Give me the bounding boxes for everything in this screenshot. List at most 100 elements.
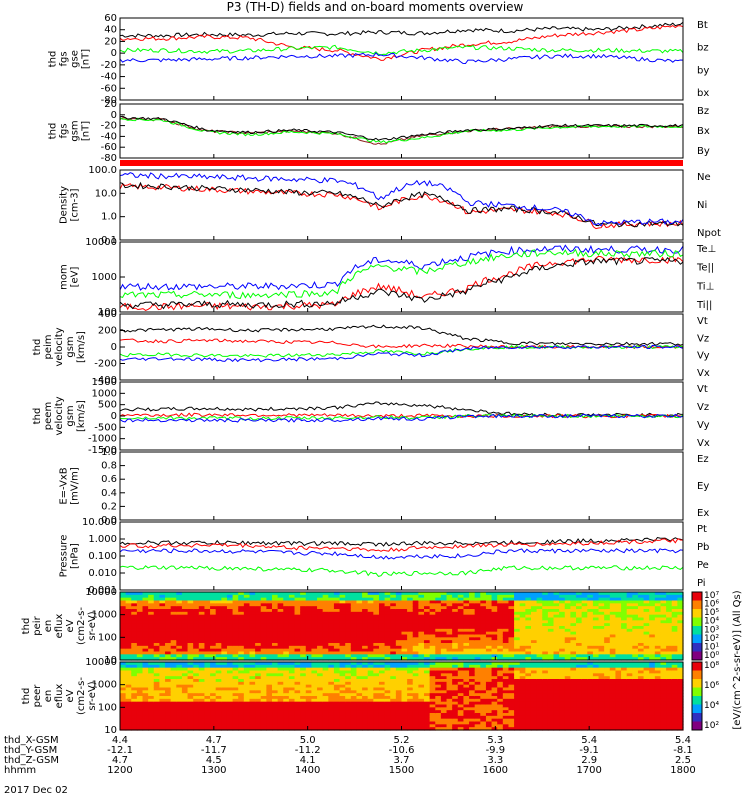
spectrogram-cell: [564, 603, 571, 607]
spectrogram-cell: [452, 600, 459, 604]
spectrogram-cell: [401, 643, 408, 647]
spectrogram-cell: [412, 634, 419, 638]
spectrogram-cell: [654, 687, 662, 691]
spectrogram-cell: [615, 707, 622, 711]
spectrogram-cell: [452, 628, 459, 633]
panel-frame: [119, 521, 684, 591]
spectrogram-cell: [153, 664, 161, 669]
spectrogram-cell: [300, 645, 307, 650]
spectrogram-cell: [176, 620, 183, 624]
spectrogram-cell: [165, 648, 172, 653]
spectrogram-cell: [333, 657, 341, 661]
spectrogram-cell: [210, 643, 217, 647]
spectrogram-cell: [609, 592, 617, 596]
spectrogram-cell: [328, 645, 335, 650]
spectrogram-cell: [587, 713, 594, 717]
spectrogram-cell: [547, 693, 555, 697]
y-tick-label: -500: [94, 422, 117, 433]
spectrogram-cell: [570, 698, 577, 703]
spectrogram-cell: [260, 620, 267, 624]
spectrogram-cell: [632, 611, 639, 616]
spectrogram-cell: [604, 696, 611, 700]
spectrogram-cell: [649, 679, 656, 683]
spectrogram-cell: [294, 648, 301, 653]
spectrogram-cell: [412, 606, 419, 610]
spectrogram-cell: [395, 707, 403, 711]
spectrogram-cell: [226, 718, 234, 723]
spectrogram-cell: [221, 724, 228, 728]
spectrogram-cell: [350, 673, 358, 677]
spectrogram-cell: [181, 693, 189, 697]
spectrogram-cell: [395, 640, 403, 644]
spectrogram-cell: [626, 727, 633, 731]
y-axis-label: thd: [21, 688, 32, 705]
spectrogram-cell: [457, 701, 465, 706]
spectrogram-cell: [120, 645, 127, 650]
spectrogram-cell: [604, 623, 611, 627]
spectrogram-cell: [136, 648, 144, 653]
spectrogram-cell: [609, 620, 617, 624]
spectrogram-cell: [604, 707, 611, 711]
spectrogram-cell: [356, 657, 363, 661]
spectrogram-cell: [609, 614, 617, 619]
spectrogram-cell: [570, 707, 577, 711]
spectrogram-cell: [576, 664, 583, 669]
spectrogram-cell: [226, 628, 234, 633]
spectrogram-cell: [125, 640, 132, 644]
spectrogram-cell: [378, 654, 386, 658]
spectrogram-cell: [632, 648, 639, 653]
spectrogram-cell: [131, 715, 138, 720]
spectrogram-cell: [643, 724, 650, 728]
spectrogram-cell: [395, 718, 403, 723]
spectrogram-cell: [643, 713, 650, 717]
spectrogram-cell: [587, 667, 594, 672]
spectrogram-cell: [333, 667, 341, 672]
spectrogram-cell: [232, 648, 239, 653]
spectrogram-cell: [339, 707, 346, 711]
spectrogram-cell: [260, 707, 267, 711]
spectrogram-cell: [362, 606, 369, 610]
spectrogram-cell: [165, 707, 172, 711]
spectrogram-cell: [193, 662, 200, 666]
spectrogram-cell: [581, 617, 588, 621]
spectrogram-cell: [407, 651, 414, 655]
spectrogram-cell: [480, 594, 487, 599]
y-axis-label: en: [43, 690, 54, 703]
spectrogram-cell: [120, 594, 127, 599]
spectrogram-cell: [530, 681, 538, 686]
spectrogram-cell: [255, 637, 262, 641]
spectrogram-cell: [204, 651, 211, 655]
spectrogram-cell: [131, 664, 138, 669]
spectrogram-cell: [581, 603, 588, 607]
spectrogram-cell: [497, 710, 504, 714]
legend-label: Vz: [697, 333, 709, 344]
spectrogram-cell: [542, 681, 549, 686]
spectrogram-cell: [559, 620, 566, 624]
spectrogram-cell: [581, 628, 588, 633]
spectrogram-cell: [159, 640, 166, 644]
spectrogram-cell: [463, 597, 470, 602]
spectrogram-cell: [221, 645, 228, 650]
spectrogram-cell: [429, 662, 436, 666]
spectrogram-cell: [317, 657, 324, 661]
spectrogram-cell: [666, 654, 673, 658]
spectrogram-cell: [322, 673, 329, 677]
spectrogram-cell: [553, 654, 560, 658]
spectrogram-cell: [215, 690, 222, 694]
spectrogram-cell: [564, 592, 571, 596]
spectrogram-cell: [176, 640, 183, 644]
spectrogram-cell: [446, 687, 453, 691]
spectrogram-cell: [210, 718, 217, 723]
spectrogram-cell: [215, 684, 222, 689]
spectrogram-cell: [609, 597, 617, 602]
spectrogram-cell: [300, 679, 307, 683]
spectrogram-cell: [469, 713, 476, 717]
spectrogram-cell: [221, 684, 228, 689]
spectrogram-cell: [198, 679, 206, 683]
spectrogram-cell: [384, 648, 391, 653]
spectrogram-cell: [435, 684, 442, 689]
spectrogram-cell: [407, 597, 414, 602]
spectrogram-cell: [317, 597, 324, 602]
spectrogram-cell: [165, 662, 172, 666]
spectrogram-cell: [288, 713, 296, 717]
